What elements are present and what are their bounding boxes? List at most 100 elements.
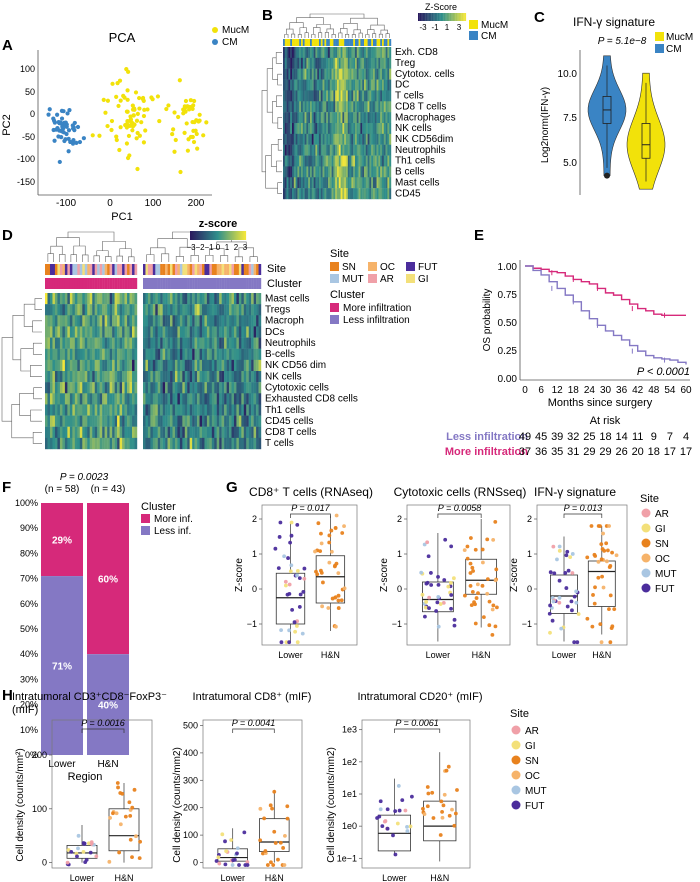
box-point bbox=[431, 816, 436, 820]
d-heat-cell bbox=[117, 393, 120, 405]
box-point bbox=[468, 584, 473, 588]
b-heat-cell bbox=[378, 101, 381, 113]
b-heat-cell bbox=[299, 101, 302, 113]
pca-point-cm bbox=[53, 127, 59, 132]
pca-point-mucm bbox=[182, 130, 187, 135]
d-heat-cell bbox=[54, 304, 58, 316]
b-heat-cell bbox=[284, 166, 287, 178]
b-heat-cell bbox=[338, 90, 341, 102]
d-heat-cell bbox=[129, 326, 133, 338]
x-tick-label: Lower bbox=[70, 873, 95, 882]
b-heat-cell bbox=[283, 47, 285, 59]
d-heat-cell bbox=[67, 304, 71, 316]
d-heat-cell bbox=[216, 348, 220, 361]
b-heat-cell bbox=[349, 90, 352, 102]
b-dendro-branch bbox=[261, 90, 268, 173]
b-group-cell bbox=[299, 39, 302, 46]
d-heat-cell bbox=[202, 326, 205, 338]
b-dendro-branch bbox=[318, 32, 323, 38]
d-heat-cell bbox=[94, 348, 98, 361]
d-heat-cell bbox=[119, 415, 123, 427]
b-heat-cell bbox=[290, 79, 293, 91]
b-heat-cell bbox=[292, 47, 294, 59]
y-tick-label: 1e3 bbox=[342, 725, 357, 735]
d-heat-cell bbox=[233, 371, 237, 383]
d-heat-cell bbox=[79, 393, 83, 405]
box-point bbox=[385, 807, 390, 812]
g-site-legend-title: Site bbox=[640, 493, 659, 505]
h-title-2: Intratumoral CD8⁺ (mIF) bbox=[193, 691, 312, 703]
b-heat-cell bbox=[338, 47, 341, 59]
b-heat-cell bbox=[293, 68, 296, 80]
d-heat-cell bbox=[104, 437, 108, 450]
d-heat-cell bbox=[45, 348, 48, 361]
box-point bbox=[443, 537, 448, 542]
d-heat-cell bbox=[189, 326, 193, 338]
d-dendro-branch bbox=[105, 256, 112, 262]
b-heat-cell bbox=[349, 57, 352, 69]
d-heat-cell bbox=[92, 293, 95, 305]
b-heat-cell bbox=[376, 57, 379, 69]
f-ytick: 20% bbox=[20, 700, 38, 710]
d-dendro-branch bbox=[96, 250, 109, 257]
b-heat-cell bbox=[306, 166, 309, 178]
d-heat-cell bbox=[134, 415, 138, 427]
pca-point-mucm bbox=[187, 107, 192, 112]
d-heat-cell bbox=[79, 382, 83, 394]
b-heat-cell bbox=[378, 166, 381, 178]
d-heat-cell bbox=[143, 315, 146, 327]
b-heat-cell bbox=[342, 90, 345, 102]
b-heat-cell bbox=[383, 68, 386, 80]
d-heat-cell bbox=[194, 382, 198, 394]
e-xtick: 12 bbox=[552, 385, 564, 396]
box-point bbox=[327, 533, 332, 538]
b-heat-cell bbox=[362, 144, 365, 156]
d-heat-cell bbox=[82, 326, 85, 338]
b-heat-cell bbox=[338, 188, 341, 200]
box-point bbox=[436, 582, 441, 587]
p-value-label: P = 0.013 bbox=[564, 503, 602, 513]
d-heat-cell bbox=[114, 293, 118, 305]
d-scale-tick: −2 bbox=[195, 243, 205, 252]
d-heat-cell bbox=[122, 315, 125, 327]
d-heat-cell bbox=[107, 337, 110, 349]
b-dendro-branch bbox=[296, 17, 324, 25]
box-point bbox=[333, 525, 338, 530]
b-group-bar bbox=[283, 39, 392, 46]
d-heat-cell bbox=[229, 315, 232, 327]
b-heat-cell bbox=[297, 101, 300, 113]
d-site-cell bbox=[94, 264, 98, 275]
b-dendro-branch bbox=[304, 32, 309, 38]
b-group-cell bbox=[356, 39, 359, 46]
b-heat-cell bbox=[297, 112, 300, 124]
b-heat-cell bbox=[313, 155, 316, 167]
b-heat-cell bbox=[362, 155, 365, 167]
b-heat-cell bbox=[367, 90, 370, 102]
b-scale-step bbox=[451, 13, 453, 21]
pca-point-mucm bbox=[109, 127, 114, 133]
d-heat-cell bbox=[187, 359, 190, 372]
d-heat-cell bbox=[187, 326, 190, 338]
d-heat-cell bbox=[134, 382, 138, 394]
b-heat-cell bbox=[385, 57, 388, 69]
b-heat-cell bbox=[344, 47, 347, 59]
b-group-cell bbox=[290, 39, 293, 46]
b-heat-cell bbox=[340, 112, 343, 124]
box-point bbox=[107, 859, 112, 864]
d-cluster-cell bbox=[192, 278, 195, 289]
d-heat-cell bbox=[127, 393, 130, 405]
d-heat-cell bbox=[189, 415, 193, 427]
d-heat-cell bbox=[253, 348, 257, 361]
box-point bbox=[391, 833, 395, 838]
b-heat-cell bbox=[355, 177, 357, 189]
b-heat-cell bbox=[335, 68, 338, 80]
y-tick-label: 500 bbox=[183, 720, 198, 730]
b-heat-cell bbox=[295, 133, 298, 145]
d-heat-cell bbox=[199, 359, 203, 372]
d-cluster-row-label: Cluster bbox=[267, 278, 302, 290]
box-point bbox=[334, 513, 339, 518]
d-site-cell bbox=[152, 264, 156, 275]
box-point bbox=[114, 811, 119, 816]
b-heat-cell bbox=[328, 144, 330, 156]
